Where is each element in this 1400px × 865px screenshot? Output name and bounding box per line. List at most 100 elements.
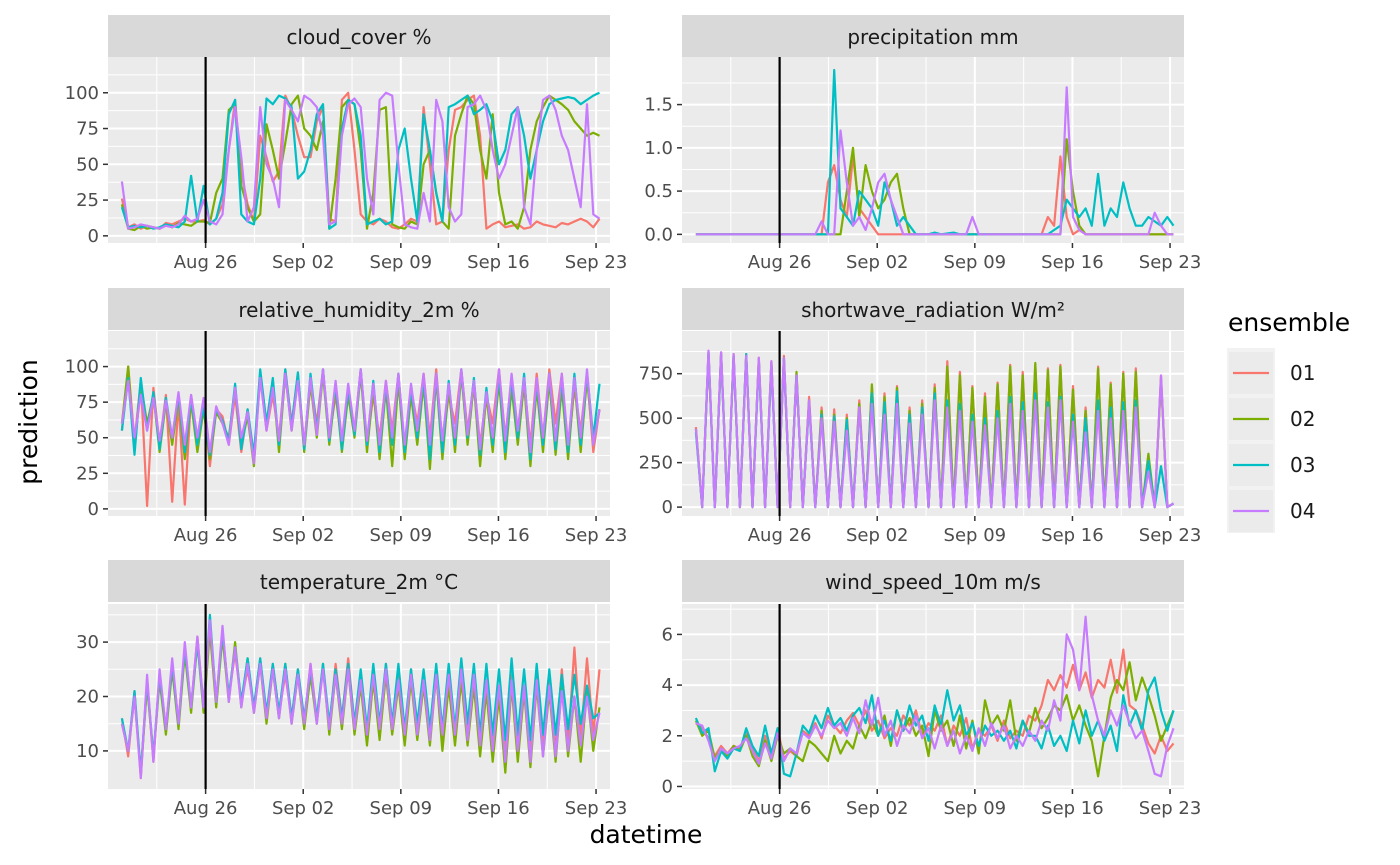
- x-axis-title: datetime: [590, 820, 703, 849]
- x-tick-label: Sep 09: [944, 525, 1007, 546]
- x-tick-label: Sep 23: [1139, 525, 1202, 546]
- x-tick-label: Sep 16: [1041, 252, 1104, 273]
- y-tick-label: 75: [76, 392, 99, 413]
- y-tick-label: 20: [76, 687, 99, 708]
- y-tick-label: 0: [88, 499, 99, 520]
- panel-shortwave-radiation-w-m: shortwave_radiation W/m² 0 250 500 750 Aug 26…: [639, 288, 1202, 546]
- y-tick-label: 75: [76, 119, 99, 140]
- panel-temperature-2m-c: temperature_2m °C 10 20 30 Aug 26 Sep 02 Sep 0…: [76, 560, 627, 819]
- x-tick-label: Sep 02: [846, 798, 909, 819]
- x-tick-label: Sep 09: [370, 798, 433, 819]
- series-line-04: [120, 91, 601, 230]
- series-layer: [694, 615, 1175, 778]
- panel-strip: [682, 560, 1184, 602]
- y-axis-title: prediction: [14, 359, 43, 484]
- x-tick-label: Sep 16: [467, 798, 530, 819]
- panel-strip: [108, 560, 610, 602]
- series-layer: [120, 365, 601, 508]
- y-tick-label: 500: [639, 408, 673, 429]
- series-line-04: [695, 615, 1175, 778]
- panel-title: relative_humidity_2m %: [238, 298, 479, 322]
- x-tick-label: Sep 02: [272, 798, 335, 819]
- x-tick-label: Sep 23: [565, 798, 628, 819]
- y-tick-label: 100: [65, 357, 99, 378]
- panel-title: shortwave_radiation W/m²: [801, 298, 1065, 322]
- legend-item-02: 02: [1229, 398, 1315, 440]
- x-tick-label: Sep 09: [944, 252, 1007, 273]
- series-line-04: [120, 368, 601, 465]
- y-tick-label: 25: [76, 463, 99, 484]
- series-line-04: [694, 349, 1175, 509]
- y-tick-label: 0: [662, 776, 673, 797]
- y-tick-label: 750: [639, 364, 673, 385]
- panel-strip: [682, 15, 1184, 57]
- y-tick-label: 1.5: [644, 95, 673, 116]
- y-tick-label: 2: [662, 726, 673, 747]
- panel-title: cloud_cover %: [286, 25, 431, 49]
- series-layer: [120, 613, 601, 780]
- panel-title: temperature_2m °C: [260, 570, 458, 594]
- panel-title: precipitation mm: [847, 25, 1018, 49]
- series-line-04: [120, 619, 601, 780]
- x-tick-label: Sep 09: [370, 252, 433, 273]
- series-layer: [695, 68, 1175, 236]
- x-tick-label: Aug 26: [174, 252, 238, 273]
- panel-strip: [682, 288, 1184, 330]
- panel-wind-speed-10m-m-s: wind_speed_10m m/s 0 2 4 6 Aug 26 Sep 02 Sep 09…: [662, 560, 1202, 819]
- x-tick-label: Aug 26: [748, 525, 812, 546]
- x-tick-label: Sep 02: [846, 525, 909, 546]
- x-tick-label: Sep 09: [944, 798, 1007, 819]
- x-tick-label: Sep 23: [1139, 798, 1202, 819]
- legend-item-01: 01: [1229, 352, 1315, 394]
- panel-precipitation-mm: precipitation mm 0.0 0.5 1.0 1.5 Aug 26 Sep 02…: [644, 15, 1201, 273]
- y-tick-label: 100: [65, 83, 99, 104]
- y-tick-label: 0.5: [644, 181, 673, 202]
- series-line-03: [120, 91, 600, 230]
- y-tick-label: 10: [76, 741, 99, 762]
- x-tick-label: Sep 02: [846, 252, 909, 273]
- series-layer: [694, 349, 1175, 509]
- x-tick-label: Sep 16: [467, 252, 530, 273]
- panel-background: [682, 57, 1184, 243]
- y-tick-label: 6: [662, 624, 673, 645]
- series-line-04: [695, 86, 1174, 236]
- legend-label: 02: [1290, 407, 1315, 431]
- legend-label: 04: [1290, 499, 1315, 523]
- panel-cloud-cover: cloud_cover % 0 25 50 75 100 Aug 26 Sep 02 Sep 0…: [65, 15, 628, 273]
- legend-label: 03: [1290, 453, 1315, 477]
- y-tick-label: 0: [88, 226, 99, 247]
- panel-strip: [108, 15, 610, 57]
- panel-strip: [108, 288, 610, 330]
- x-tick-label: Sep 02: [272, 252, 335, 273]
- y-tick-label: 0: [662, 497, 673, 518]
- x-tick-label: Aug 26: [748, 798, 812, 819]
- x-tick-label: Aug 26: [174, 525, 238, 546]
- panel-background: [108, 57, 610, 243]
- panel-relative-humidity-2m: relative_humidity_2m % 0 25 50 75 100 Aug 26 Se…: [65, 288, 628, 546]
- series-line-03: [694, 676, 1175, 778]
- y-tick-label: 50: [76, 154, 99, 175]
- legend-item-03: 03: [1229, 444, 1315, 486]
- legend-title: ensemble: [1228, 308, 1350, 337]
- x-tick-label: Sep 16: [1041, 525, 1104, 546]
- x-tick-label: Sep 02: [272, 525, 335, 546]
- x-tick-label: Sep 16: [1041, 798, 1104, 819]
- x-tick-label: Aug 26: [174, 798, 238, 819]
- y-tick-label: 30: [76, 632, 99, 653]
- series-layer: [120, 91, 601, 232]
- y-tick-label: 25: [76, 190, 99, 211]
- y-tick-label: 4: [662, 675, 673, 696]
- legend: ensemble 01 02 03 04: [1227, 308, 1350, 533]
- x-tick-label: Aug 26: [748, 252, 812, 273]
- x-tick-label: Sep 23: [565, 525, 628, 546]
- x-tick-label: Sep 23: [565, 252, 628, 273]
- x-tick-label: Sep 09: [370, 525, 433, 546]
- x-tick-label: Sep 16: [467, 525, 530, 546]
- y-tick-label: 0.0: [644, 224, 673, 245]
- panel-title: wind_speed_10m m/s: [825, 570, 1041, 594]
- legend-label: 01: [1290, 361, 1315, 385]
- y-tick-label: 1.0: [644, 138, 673, 159]
- legend-item-04: 04: [1229, 490, 1315, 532]
